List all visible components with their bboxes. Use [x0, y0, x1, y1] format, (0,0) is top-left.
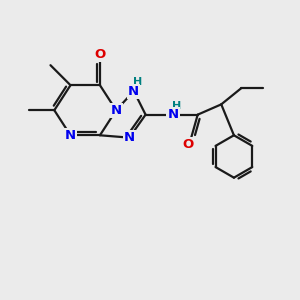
- Text: H: H: [172, 101, 181, 111]
- Text: O: O: [182, 138, 193, 151]
- Text: N: N: [111, 104, 122, 117]
- Text: N: N: [124, 131, 135, 144]
- Text: H: H: [133, 77, 142, 87]
- Text: N: N: [167, 108, 178, 121]
- Text: O: O: [94, 48, 106, 62]
- Text: N: N: [65, 129, 76, 142]
- Text: N: N: [128, 85, 140, 98]
